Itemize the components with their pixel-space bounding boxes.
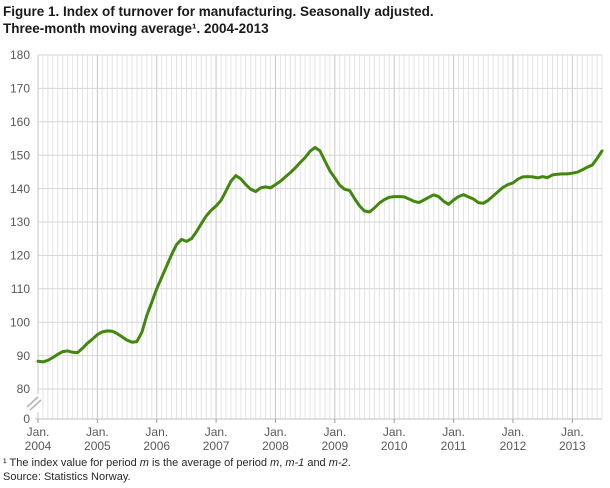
x-tick-month-2012: Jan. [502,425,525,439]
x-tick-month-2006: Jan. [145,425,168,439]
footnote: ¹ The index value for period m is the av… [3,457,351,484]
x-axis-ticks [37,419,573,423]
figure-title-line2: Three-month moving average¹. 2004-2013 [3,21,269,36]
y-tick-label-170: 170 [10,82,30,96]
x-tick-month-2010: Jan. [383,425,406,439]
y-tick-label-110: 110 [11,282,30,296]
y-axis-labels: 0 80 90 100 110 120 130 140 150 160 170 180 [10,48,30,426]
y-tick-label-130: 130 [10,215,30,229]
x-tick-month-2009: Jan. [323,425,346,439]
x-tick-year-2007: 2007 [203,439,230,453]
x-axis-labels: Jan.2004Jan.2005Jan.2006Jan.2007Jan.2008… [25,425,586,453]
y-axis-break-icon [24,394,42,412]
x-tick-year-2013: 2013 [559,439,586,453]
y-tick-label-120: 120 [10,249,30,263]
source-text: Source: Statistics Norway. [3,470,131,483]
y-tick-label-150: 150 [10,148,30,162]
figure-title-line1: Figure 1. Index of turnover for manufact… [3,4,434,19]
major-gridlines [37,55,573,419]
minor-gridlines [42,55,603,419]
x-tick-year-2010: 2010 [381,439,408,453]
y-tick-label-100: 100 [10,315,30,329]
y-tick-label-90: 90 [17,349,31,363]
y-tick-label-140: 140 [10,182,30,196]
figure-title: Figure 1. Index of turnover for manufact… [3,3,434,37]
x-tick-year-2008: 2008 [262,439,289,453]
horizontal-gridlines [38,54,602,390]
x-tick-month-2004: Jan. [27,425,50,439]
x-tick-month-2008: Jan. [264,425,287,439]
x-tick-month-2013: Jan. [561,425,584,439]
x-tick-year-2009: 2009 [321,439,348,453]
y-tick-label-160: 160 [10,115,30,129]
x-tick-year-2006: 2006 [143,439,170,453]
y-tick-label-0: 0 [23,412,30,426]
series-line-turnover [36,146,604,364]
footnote-text: ¹ The index value for period m is the av… [3,457,351,469]
x-tick-year-2012: 2012 [500,439,527,453]
y-tick-label-180: 180 [10,48,30,62]
x-tick-month-2007: Jan. [205,425,228,439]
x-tick-year-2004: 2004 [25,439,52,453]
x-tick-year-2005: 2005 [84,439,111,453]
x-tick-month-2005: Jan. [86,425,109,439]
x-tick-year-2011: 2011 [441,439,467,453]
y-tick-label-80: 80 [17,382,31,396]
x-tick-month-2011: Jan. [442,425,465,439]
